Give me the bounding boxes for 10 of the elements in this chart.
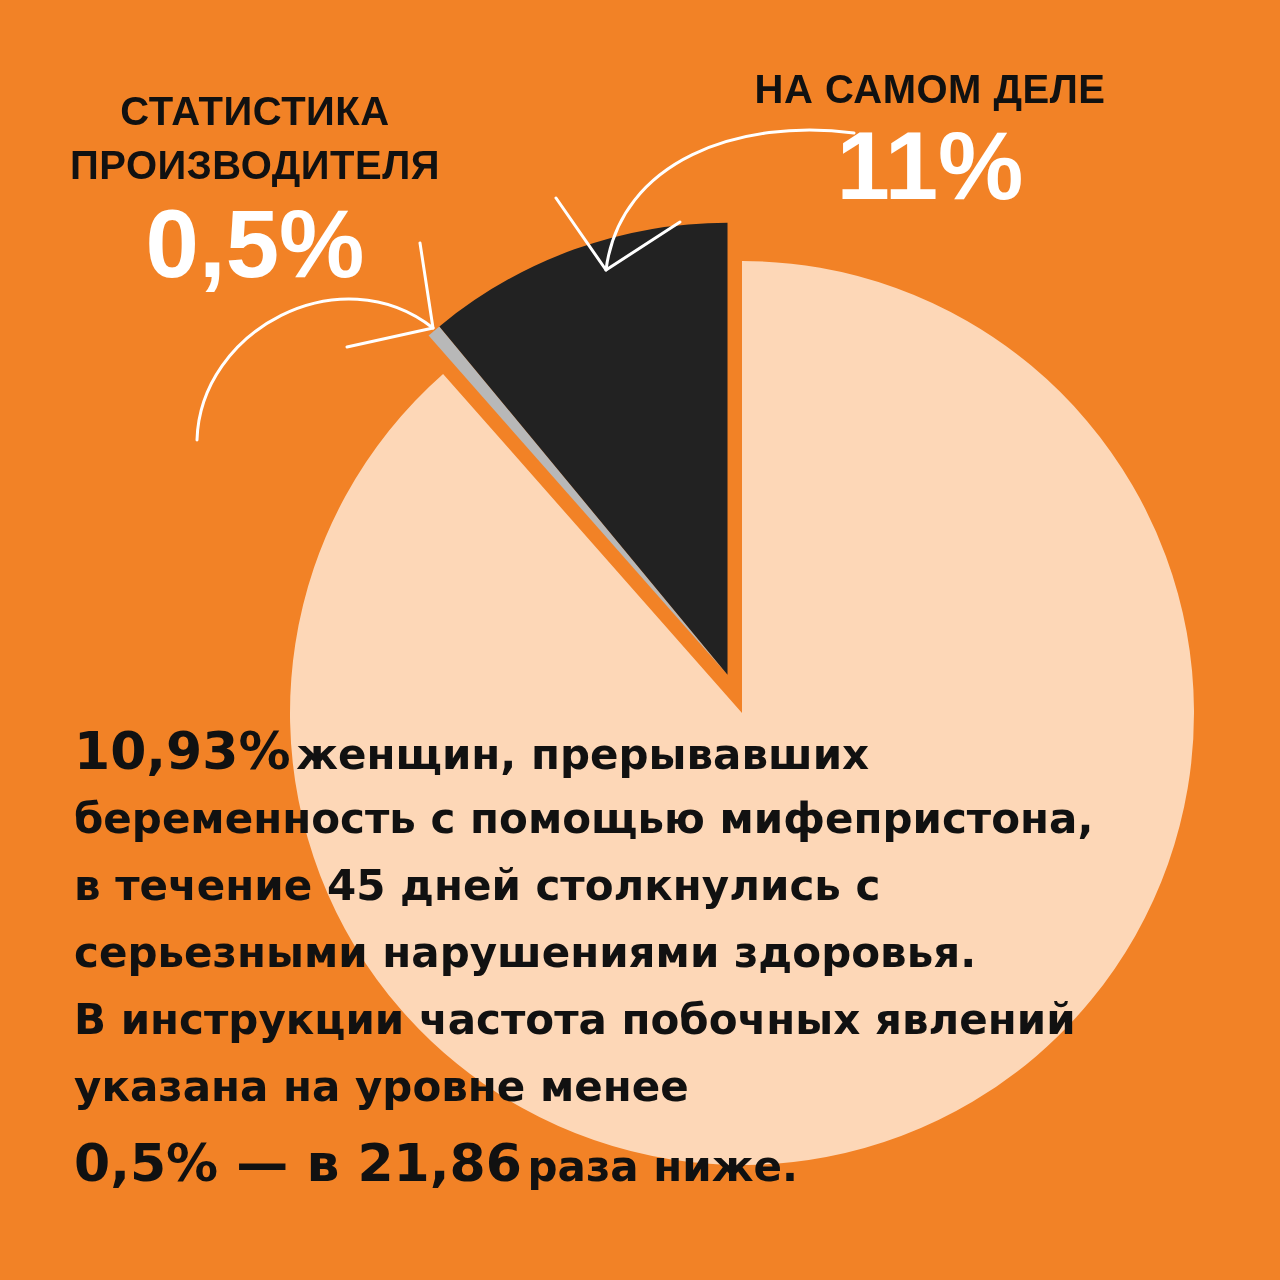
text: В инструкции частота побочных явлений [74,995,1076,1044]
slice-label: СТАТИСТИКА ПРОИЗВОДИТЕЛЯ [70,89,440,187]
text: в течение 45 дней столкнулись с [74,861,881,910]
data-label: 11% [835,112,1025,219]
text: 10,93% [74,721,291,781]
text: 0,5% — в 21,86 [74,1133,522,1193]
data-label: 0,5% [144,190,366,297]
text: женщин, прерывавших [296,730,870,779]
text: серьезными нарушениями здоровья. [74,928,977,977]
slice-label: НА САМОМ ДЕЛЕ [754,67,1106,111]
